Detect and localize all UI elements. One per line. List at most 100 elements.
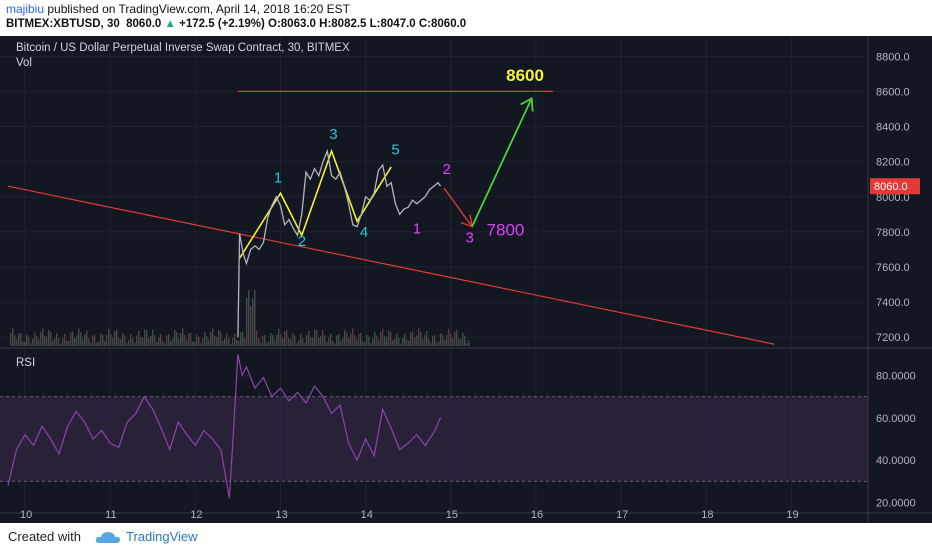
volume-bar [332,340,334,346]
volume-bar [346,332,348,346]
volume-bar [112,337,114,346]
volume-bar [252,298,254,346]
rsi-line [7,354,442,499]
time-tick-label: 16 [531,509,543,521]
time-tick-label: 10 [20,509,32,521]
volume-bar [306,335,308,346]
wave-label: 1 [274,170,282,187]
volume-bar [226,332,228,346]
volume-bar [358,333,360,346]
volume-bar [68,340,70,346]
volume-bar [402,337,404,346]
volume-bar [20,332,22,346]
impulse-wave-zigzag [238,148,392,259]
last-price-tag-text: 8060.0 [874,181,908,193]
volume-bar [376,335,378,346]
volume-bar [292,332,294,346]
volume-bar [232,337,234,346]
wave-label: 2 [298,233,306,250]
volume-bar [126,343,128,346]
volume-bar [124,335,126,346]
tradingview-brand[interactable]: TradingView [126,529,198,544]
time-tick-label: 15 [446,509,458,521]
volume-bar [144,329,146,346]
volume-bar [182,328,184,346]
volume-bar [398,338,400,346]
volume-bar [286,329,288,346]
volume-bar [322,330,324,346]
volume-bar [106,335,108,346]
volume-bar [350,333,352,346]
volume-bar [194,341,196,346]
volume-bar [424,334,426,346]
target-low-label: 7800 [487,220,525,239]
volume-bar [162,340,164,346]
volume-bar [214,335,216,346]
volume-bar [44,335,46,346]
volume-bar [196,334,198,346]
volume-bar [368,336,370,346]
volume-bar [70,332,72,346]
volume-bar [192,341,194,346]
volume-bar [222,340,224,346]
volume-bar [58,338,60,346]
volume-bar [316,329,318,346]
volume-bar [460,339,462,346]
rsi-label: RSI [16,357,35,369]
price-series [237,148,442,338]
volume-bar [110,334,112,346]
volume-bar [436,342,438,346]
volume-bar [448,328,450,346]
volume-bar [216,336,218,346]
symbol-info: BITMEX:XBTUSD, 30 8060.0 ▲ +172.5 (+2.19… [6,18,466,30]
last-price-tag [870,178,920,195]
ohlc-values: O:8063.0 H:8082.5 L:8047.0 C:8060.0 [268,18,467,30]
volume-bar [434,335,436,346]
volume-bar [202,338,204,346]
volume-bar [352,328,354,346]
volume-bar [416,335,418,346]
volume-bar [250,306,252,346]
price-tick-label: 7600.0 [876,262,910,274]
volume-bar [308,330,310,346]
volume-bar [40,331,42,346]
volume-bar [88,338,90,346]
volume-bar [78,328,80,346]
volume-bar [296,343,298,346]
volume-bar [266,342,268,346]
volume-bar [116,329,118,346]
volume-bar [348,338,350,346]
volume-bar [240,332,242,346]
volume-bar [84,334,86,346]
volume-bar [224,338,226,346]
price-tick-label: 8400.0 [876,122,910,134]
volume-bar [420,332,422,346]
volume-bar [82,338,84,346]
price-line [237,148,442,338]
volume-bar [50,332,52,346]
volume-bar [28,336,30,346]
author-link[interactable]: majibiu [6,2,45,16]
volume-bar [384,335,386,346]
volume-bar [164,343,166,346]
volume-bar [238,340,240,346]
volume-bar [190,332,192,346]
volume-bar [120,339,122,346]
volume-bar [466,343,468,346]
volume-bar [328,337,330,346]
volume-bar [130,333,132,346]
volume-bar [280,333,282,346]
volume-bar [62,337,64,346]
volume-bar [366,334,368,346]
volume-bar [56,332,58,346]
volume-bar [100,333,102,346]
volume-bar [396,333,398,346]
volume-bar [178,338,180,346]
volume-bar [392,340,394,346]
volume-bar [210,331,212,346]
volume-bar [38,339,40,346]
volume-bar [244,337,246,346]
footer: Created with TradingView [0,523,932,550]
volume-bar [14,335,16,346]
